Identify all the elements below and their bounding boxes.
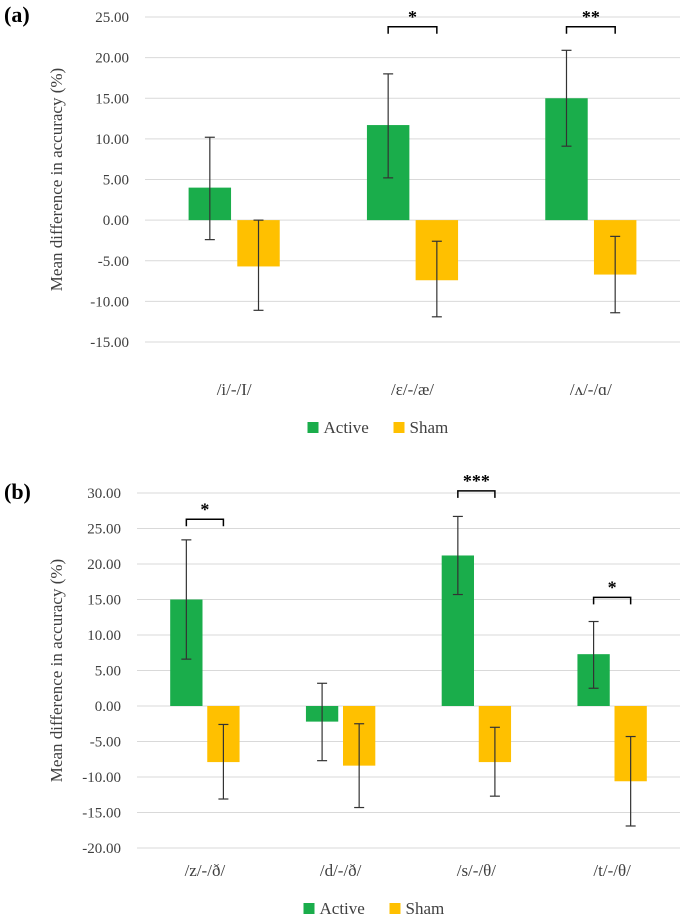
category-label: /ʌ/-/ɑ/ [570,380,612,399]
significance-bracket [592,596,632,605]
y-tick-label: 0.00 [103,213,129,229]
y-tick-label: 10.00 [95,132,129,148]
y-tick-label: 5.00 [95,664,121,680]
panel-label: (a) [4,2,30,27]
y-axis-label: Mean difference in accuracy (%) [47,68,66,291]
y-tick-label: 25.00 [87,522,121,538]
y-tick-label: -20.00 [82,841,121,857]
panel-label: (b) [4,479,31,504]
significance-marker: ** [582,7,600,27]
significance-marker: *** [463,471,490,491]
y-tick-label: 0.00 [95,699,121,715]
sham-legend-label: Sham [406,899,445,918]
y-tick-label: -5.00 [90,735,121,751]
significance-bracket [185,518,225,527]
category-label: /d/-/ð/ [320,861,362,880]
sham-legend-swatch [389,903,401,914]
y-tick-label: -15.00 [82,806,121,822]
category-label: /s/-/θ/ [457,861,497,880]
category-label: /z/-/ð/ [185,861,226,880]
active-legend-label: Active [320,899,365,918]
y-tick-label: 25.00 [95,10,129,26]
sham-legend-label: Sham [410,418,449,437]
y-tick-label: 30.00 [87,486,121,502]
category-label: /t/-/θ/ [593,861,631,880]
significance-marker: * [608,577,617,597]
active-legend-label: Active [324,418,369,437]
significance-bracket [565,26,616,34]
y-tick-label: -10.00 [90,294,129,310]
panel-b: (b) 30.00 25.00 20.00 15.00 10.00 5.00 0.00 -5.0… [4,471,680,918]
significance-marker: * [408,7,417,27]
y-tick-label: -15.00 [90,335,129,351]
y-tick-label: 5.00 [103,173,129,189]
y-tick-label: 15.00 [95,91,129,107]
active-legend-swatch [307,422,319,433]
category-label: /ɛ/-/æ/ [391,380,434,399]
y-tick-label: 20.00 [87,557,121,573]
y-axis-label: Mean difference in accuracy (%) [47,559,66,782]
sham-legend-swatch [393,422,405,433]
y-tick-label: -5.00 [98,254,129,270]
y-tick-label: 10.00 [87,628,121,644]
y-tick-label: 20.00 [95,51,129,67]
category-label: /i/-/I/ [217,380,252,399]
significance-bracket [387,26,438,34]
significance-marker: * [200,499,209,519]
y-tick-label: 15.00 [87,593,121,609]
active-legend-swatch [303,903,315,914]
y-tick-label: -10.00 [82,770,121,786]
significance-bracket [457,490,496,498]
panel-a: (a) 25.00 20.00 15.00 10.00 5.00 0.00 -5.00 -10.… [4,2,680,437]
